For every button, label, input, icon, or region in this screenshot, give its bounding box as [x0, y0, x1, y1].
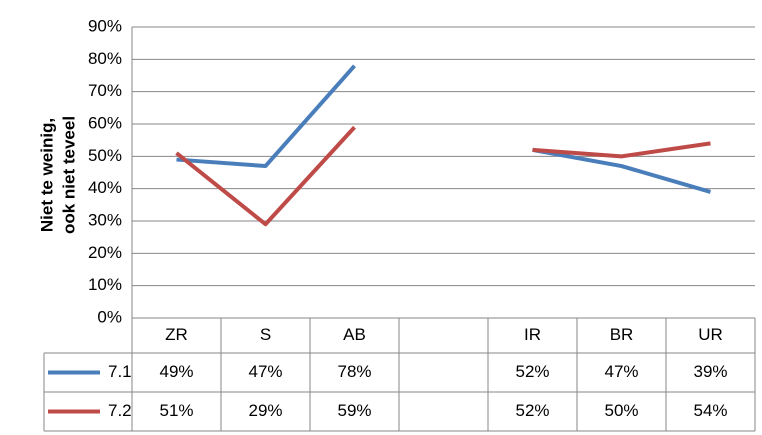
legend-label: 7.1	[108, 362, 132, 381]
data-label: 59%	[337, 401, 371, 420]
data-label: 39%	[693, 362, 727, 381]
y-tick-label: 70%	[88, 81, 122, 100]
x-tick-label: S	[260, 325, 271, 344]
y-tick-label: 0%	[97, 307, 122, 326]
x-tick-label: BR	[610, 325, 634, 344]
y-axis-label: Niet te weinig,	[37, 118, 56, 232]
y-tick-label: 10%	[88, 275, 122, 294]
data-label: 50%	[604, 401, 638, 420]
data-label: 52%	[515, 362, 549, 381]
y-tick-label: 60%	[88, 113, 122, 132]
x-tick-label: AB	[343, 325, 366, 344]
y-axis-label: ook niet teveel	[59, 116, 78, 234]
series-line	[176, 64, 712, 194]
y-tick-label: 80%	[88, 49, 122, 68]
data-label: 78%	[337, 362, 371, 381]
y-tick-label: 20%	[88, 243, 122, 262]
data-label: 54%	[693, 401, 727, 420]
y-tick-label: 50%	[88, 146, 122, 165]
data-label: 47%	[604, 362, 638, 381]
y-tick-label: 40%	[88, 178, 122, 197]
y-tick-label: 90%	[88, 16, 122, 35]
data-label: 52%	[515, 401, 549, 420]
y-tick-label: 30%	[88, 210, 122, 229]
data-label: 51%	[159, 401, 193, 420]
x-tick-label: UR	[698, 325, 723, 344]
legend-label: 7.2	[108, 401, 132, 420]
x-tick-label: ZR	[165, 325, 188, 344]
series-line	[175, 125, 711, 227]
data-label: 49%	[159, 362, 193, 381]
data-label: 47%	[248, 362, 282, 381]
data-label: 29%	[248, 401, 282, 420]
x-tick-label: IR	[524, 325, 541, 344]
